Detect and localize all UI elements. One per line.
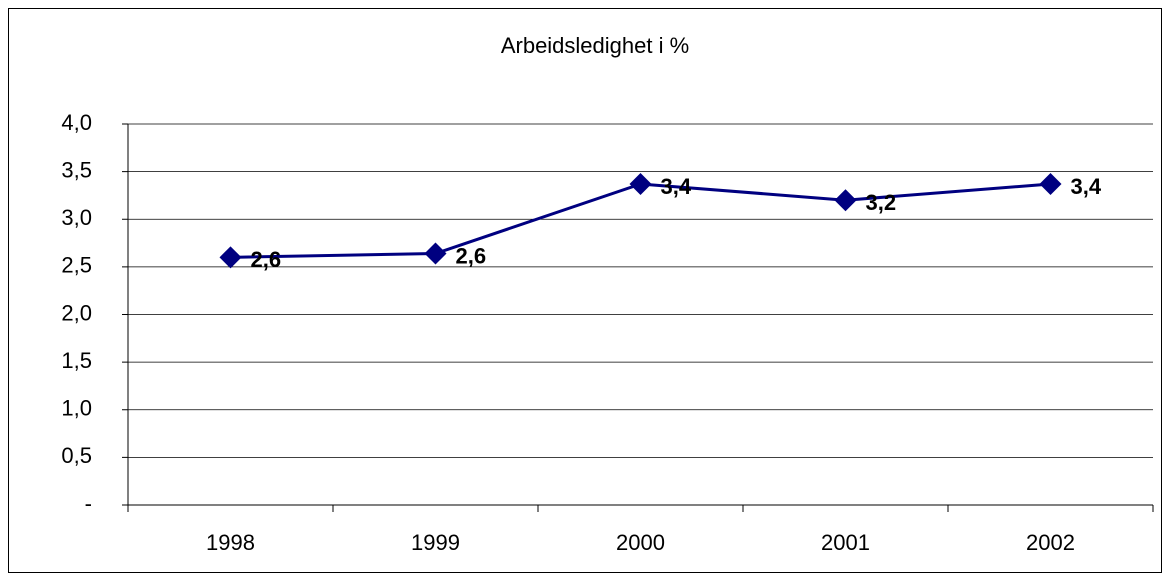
- y-tick-label: 3,5: [61, 157, 92, 182]
- marker: [424, 242, 447, 265]
- chart-title: Arbeidsledighet i %: [501, 33, 689, 58]
- data-label: 3,2: [866, 190, 897, 215]
- marker: [1039, 173, 1062, 196]
- data-label: 3,4: [1071, 174, 1102, 199]
- x-tick-label: 2002: [1026, 530, 1075, 555]
- y-tick-label: 4,0: [61, 110, 92, 135]
- x-tick-label: 2000: [616, 530, 665, 555]
- marker: [834, 189, 857, 212]
- y-tick-label: 1,0: [61, 396, 92, 421]
- data-label: 3,4: [661, 174, 692, 199]
- y-tick-label: 1,5: [61, 348, 92, 373]
- data-label: 2,6: [456, 243, 487, 268]
- marker: [219, 246, 242, 269]
- x-tick-label: 1999: [411, 530, 460, 555]
- y-tick-label: -: [85, 491, 92, 516]
- y-tick-label: 2,5: [61, 253, 92, 278]
- marker: [629, 173, 652, 196]
- x-tick-label: 2001: [821, 530, 870, 555]
- y-tick-label: 3,0: [61, 205, 92, 230]
- chart-frame: [8, 8, 1162, 573]
- y-tick-label: 2,0: [61, 300, 92, 325]
- data-label: 2,6: [251, 247, 282, 272]
- y-tick-label: 0,5: [61, 443, 92, 468]
- x-tick-label: 1998: [206, 530, 255, 555]
